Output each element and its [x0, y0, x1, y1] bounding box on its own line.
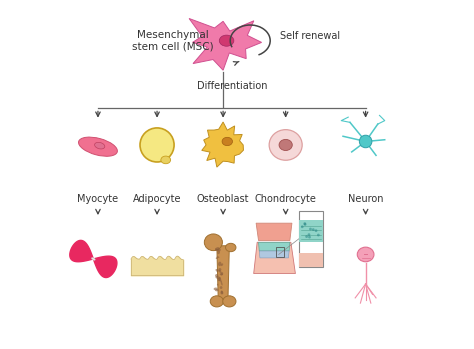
- Ellipse shape: [220, 281, 223, 285]
- Circle shape: [309, 228, 312, 230]
- Ellipse shape: [215, 289, 219, 291]
- Circle shape: [317, 233, 320, 236]
- Polygon shape: [258, 242, 290, 251]
- Text: Differentiation: Differentiation: [197, 81, 267, 91]
- Ellipse shape: [216, 269, 219, 272]
- Polygon shape: [217, 246, 229, 300]
- Ellipse shape: [219, 268, 221, 271]
- Ellipse shape: [215, 274, 219, 277]
- Ellipse shape: [221, 263, 223, 266]
- Ellipse shape: [221, 272, 223, 275]
- Ellipse shape: [217, 250, 220, 254]
- Text: Osteoblast: Osteoblast: [197, 194, 249, 204]
- Polygon shape: [202, 122, 244, 167]
- Ellipse shape: [218, 262, 221, 266]
- Ellipse shape: [219, 277, 221, 280]
- Ellipse shape: [216, 257, 218, 259]
- Ellipse shape: [216, 248, 221, 251]
- Ellipse shape: [95, 142, 105, 149]
- Ellipse shape: [223, 296, 236, 307]
- Circle shape: [308, 233, 310, 236]
- Ellipse shape: [222, 137, 232, 146]
- Ellipse shape: [219, 35, 234, 46]
- Ellipse shape: [220, 286, 222, 289]
- Ellipse shape: [217, 256, 219, 258]
- Text: Neuron: Neuron: [348, 194, 383, 204]
- Ellipse shape: [357, 247, 374, 262]
- Polygon shape: [259, 251, 289, 258]
- Ellipse shape: [215, 247, 219, 251]
- Text: Mesenchymal
stem cell (MSC): Mesenchymal stem cell (MSC): [132, 30, 213, 51]
- FancyBboxPatch shape: [299, 221, 322, 242]
- Ellipse shape: [218, 278, 221, 281]
- Ellipse shape: [214, 288, 218, 290]
- Polygon shape: [254, 242, 295, 274]
- Ellipse shape: [220, 273, 223, 275]
- Ellipse shape: [279, 139, 292, 150]
- Polygon shape: [256, 223, 292, 240]
- Circle shape: [315, 229, 318, 232]
- Circle shape: [304, 223, 307, 226]
- Text: Adipocyte: Adipocyte: [133, 194, 181, 204]
- Circle shape: [359, 135, 372, 148]
- Ellipse shape: [220, 291, 223, 294]
- Ellipse shape: [219, 280, 222, 282]
- Text: Myocyte: Myocyte: [77, 194, 118, 204]
- Ellipse shape: [217, 284, 219, 286]
- Text: Self renewal: Self renewal: [281, 31, 341, 41]
- Ellipse shape: [91, 258, 95, 260]
- Circle shape: [303, 222, 306, 225]
- FancyBboxPatch shape: [299, 211, 322, 267]
- Circle shape: [312, 228, 315, 231]
- FancyBboxPatch shape: [299, 253, 322, 267]
- Circle shape: [301, 225, 304, 228]
- Ellipse shape: [140, 128, 174, 162]
- Polygon shape: [70, 240, 117, 277]
- Ellipse shape: [219, 270, 222, 273]
- Ellipse shape: [215, 248, 217, 251]
- Ellipse shape: [210, 296, 223, 307]
- Circle shape: [308, 236, 311, 238]
- Ellipse shape: [79, 137, 118, 156]
- Ellipse shape: [226, 243, 236, 252]
- Circle shape: [305, 235, 308, 238]
- Text: Chondrocyte: Chondrocyte: [255, 194, 317, 204]
- Ellipse shape: [204, 234, 222, 251]
- Ellipse shape: [269, 130, 302, 160]
- Polygon shape: [189, 18, 262, 70]
- Ellipse shape: [216, 276, 220, 279]
- Ellipse shape: [161, 156, 171, 164]
- Ellipse shape: [221, 291, 223, 294]
